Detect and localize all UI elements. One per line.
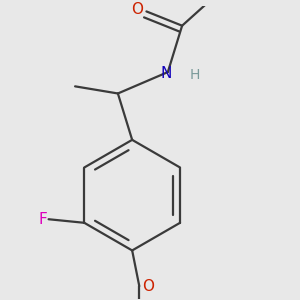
Text: O: O [131,2,143,17]
Text: F: F [39,212,48,227]
Text: N: N [160,66,172,81]
Text: H: H [189,68,200,82]
Text: O: O [142,279,154,294]
